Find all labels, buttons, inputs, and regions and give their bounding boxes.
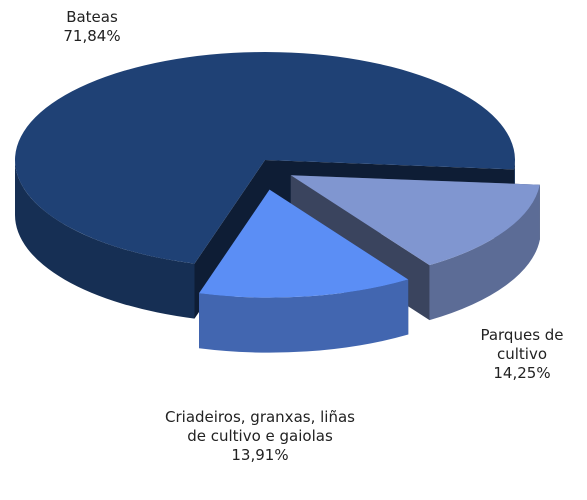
- slice-top: [290, 175, 540, 266]
- slice-label: Bateas 71,84%: [32, 8, 152, 46]
- slice-label: Parques de cultivo 14,25%: [462, 326, 582, 383]
- slice: [199, 189, 409, 353]
- value-label: 71,84%: [63, 27, 121, 45]
- slice-label: Criadeiros, granxas, liñas de cultivo e …: [165, 408, 355, 465]
- category-label: Parques de cultivo: [480, 326, 564, 363]
- category-label: Criadeiros, granxas, liñas de cultivo e …: [165, 408, 355, 445]
- slice-side: [429, 184, 540, 321]
- value-label: 14,25%: [493, 364, 551, 382]
- slice-top: [15, 52, 516, 264]
- value-label: 13,91%: [231, 446, 289, 464]
- slice-side: [15, 160, 195, 319]
- slice-top: [199, 189, 409, 298]
- slice-side: [199, 279, 409, 353]
- category-label: Bateas: [66, 8, 118, 26]
